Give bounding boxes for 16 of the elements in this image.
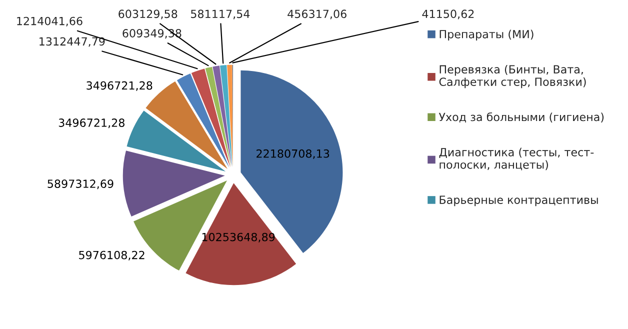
data-label: 3496721,28: [58, 118, 124, 128]
data-label: 1214041,66: [17, 16, 82, 26]
legend-label: Препараты (МИ): [440, 30, 534, 40]
data-label: 581117,54: [191, 10, 250, 20]
data-label: 3496721,28: [86, 81, 152, 91]
data-label: 456317,06: [288, 10, 346, 20]
data-label: 5897312,69: [48, 180, 114, 190]
data-label: 603129,58: [118, 10, 178, 20]
legend-label: Уход за больными (гигиена): [438, 112, 604, 123]
data-label: 41150,62: [422, 10, 474, 20]
data-label: 22180708,13: [256, 149, 330, 159]
data-label: 1312447,79: [40, 37, 105, 47]
legend-label: Диагностика (тесты, тест- полоски, ланцеты): [439, 148, 594, 170]
legend-label: Барьерные контрацептивы: [440, 196, 598, 206]
legend-label: Перевязка (Бинты, Вата, Салфетки стер, Повязки): [439, 64, 586, 88]
data-label: 5976108,22: [79, 250, 144, 260]
